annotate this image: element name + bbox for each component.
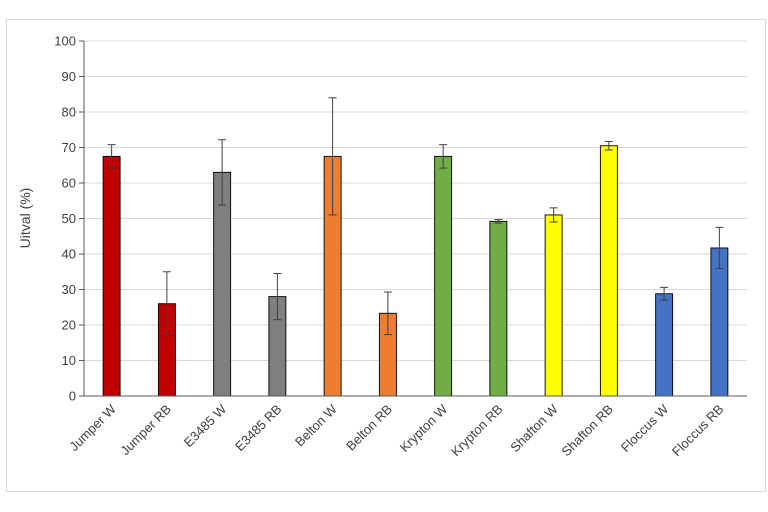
axes xyxy=(79,40,747,397)
bar xyxy=(434,155,453,397)
y-tick-label: 0 xyxy=(69,389,76,404)
bar xyxy=(599,145,618,397)
bar xyxy=(710,247,729,397)
x-tick-label: Jumper W xyxy=(66,401,119,454)
x-tick-label: E3485 W xyxy=(181,401,230,450)
x-tick-label: Belton RB xyxy=(343,402,395,454)
x-tick-label: Krypton RB xyxy=(448,402,506,460)
y-tick-labels: 0 10 20 30 40 50 60 70 80 90 100 xyxy=(54,34,76,404)
x-tick-label: Shafton W xyxy=(507,401,561,455)
y-tick-label: 30 xyxy=(62,282,76,297)
x-tick-label: E3485 RB xyxy=(232,402,285,455)
y-tick-label: 60 xyxy=(62,176,76,191)
y-tick-label: 70 xyxy=(62,140,76,155)
y-tick-label: 80 xyxy=(62,105,76,120)
y-axis-title: Uitval (%) xyxy=(17,188,33,249)
y-tick-label: 20 xyxy=(62,318,76,333)
bar xyxy=(489,220,508,397)
y-tick-label: 90 xyxy=(62,69,76,84)
y-tick-label: 40 xyxy=(62,247,76,262)
x-tick-label: Floccus RB xyxy=(669,402,727,460)
y-tick-label: 100 xyxy=(54,34,76,49)
bar xyxy=(102,155,121,397)
bar xyxy=(544,214,563,397)
x-tick-label: Jumper RB xyxy=(117,402,174,459)
x-tick-label: Krypton W xyxy=(397,401,451,455)
gridlines xyxy=(84,40,747,361)
y-tick-label: 50 xyxy=(62,211,76,226)
x-tick-label: Floccus W xyxy=(618,401,672,455)
x-tick-label: Belton W xyxy=(292,401,340,449)
error-bars xyxy=(107,97,724,337)
x-tick-label: Shafton RB xyxy=(558,402,616,460)
bar xyxy=(213,171,232,397)
bar xyxy=(655,293,674,397)
chart-frame xyxy=(6,19,766,492)
y-tick-label: 10 xyxy=(62,353,76,368)
